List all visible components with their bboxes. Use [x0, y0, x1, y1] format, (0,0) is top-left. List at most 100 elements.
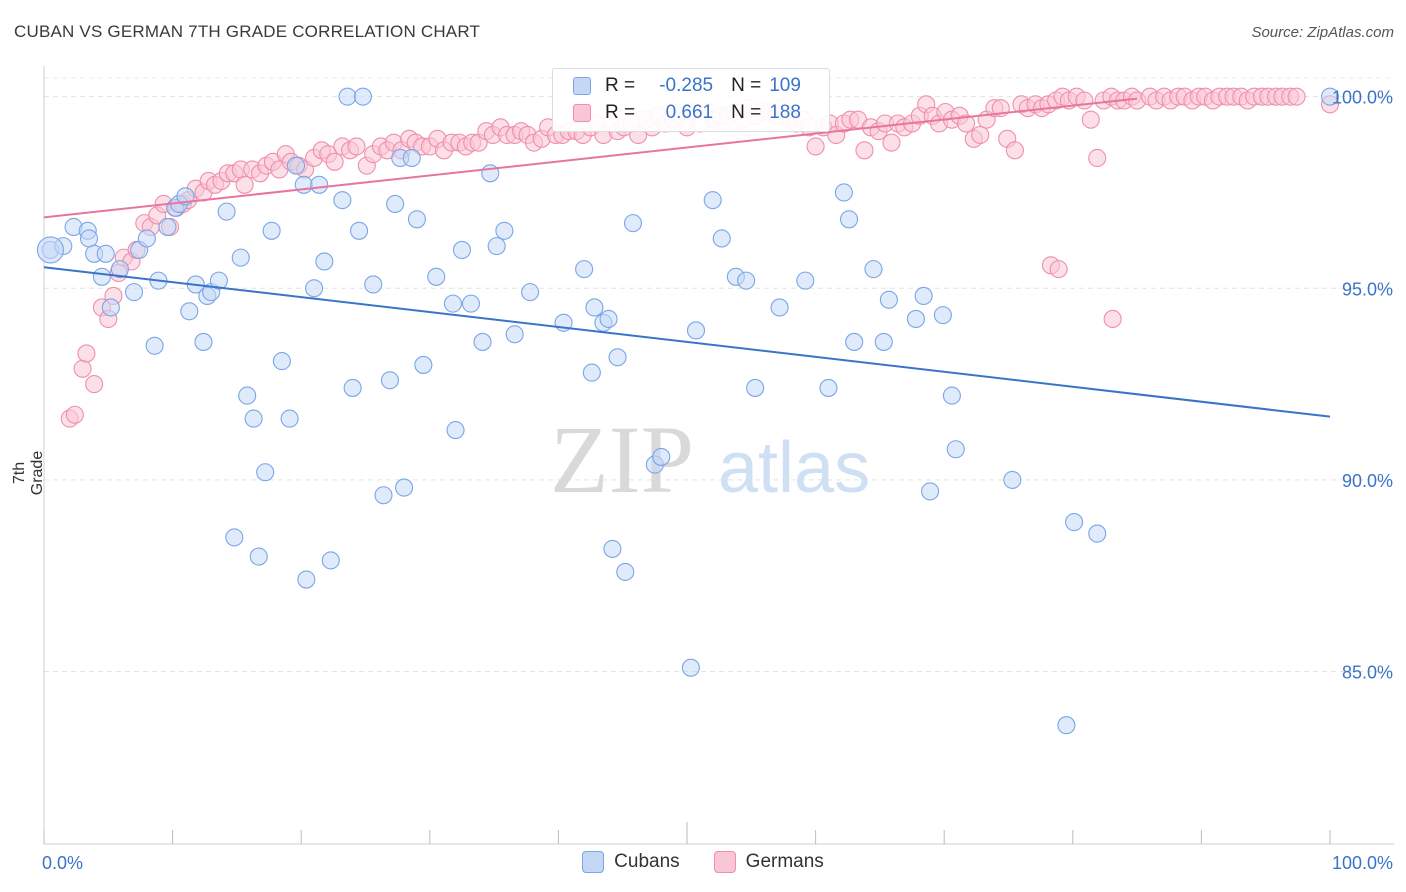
legend-swatch-cubans	[582, 851, 605, 873]
cubans-point	[623, 214, 643, 233]
cubans-point	[452, 240, 472, 260]
cubans-point	[350, 221, 369, 240]
germans-point	[1103, 309, 1122, 328]
n-label: N =	[731, 102, 762, 123]
cubans-point	[599, 309, 618, 328]
cubans-point	[473, 332, 492, 351]
cubans-point	[582, 363, 601, 382]
cubans-point	[101, 298, 120, 317]
cubans-point	[686, 321, 706, 340]
cubans-point	[244, 409, 263, 428]
cubans-point	[353, 87, 372, 106]
germans-point	[1088, 148, 1107, 168]
cubans-point	[231, 248, 250, 267]
germans-point	[1075, 91, 1094, 110]
legend-item-germans[interactable]: Germans	[713, 851, 824, 873]
stats-row-germans: R = 0.661 N = 188	[573, 100, 801, 126]
cubans-point	[575, 260, 594, 279]
legend-label-cubans: Cubans	[614, 851, 680, 872]
cubans-point	[374, 486, 393, 505]
cubans-point	[874, 332, 893, 351]
r-label: R =	[605, 102, 636, 123]
cubans-point	[96, 244, 115, 263]
cubans-point	[310, 175, 329, 194]
germans-point	[85, 375, 104, 394]
legend-swatch-germans	[713, 851, 736, 873]
cubans-point	[407, 210, 426, 229]
cubans-point	[495, 221, 514, 240]
cubans-point	[305, 279, 324, 298]
cubans-point	[137, 229, 156, 248]
cubans-point	[652, 447, 671, 466]
tick-labels: 85.0% 90.0% 95.0% 100.0% 0.0% 100.0%	[42, 88, 1393, 873]
germans-point	[77, 344, 96, 363]
y-axis-label: 7th Grade	[11, 450, 46, 496]
cubans-point	[845, 332, 864, 351]
cubans-point	[819, 378, 838, 397]
watermark-atlas: atlas	[718, 428, 870, 508]
cubans-point	[834, 183, 853, 202]
r-value: 0.661	[665, 102, 714, 123]
cubans-point	[427, 267, 446, 286]
germans-point	[235, 175, 254, 194]
germans-point	[806, 137, 825, 156]
n-label: N =	[731, 75, 762, 96]
cubans-point	[681, 658, 700, 677]
cubans-point	[521, 283, 540, 302]
cubans-point	[608, 348, 627, 367]
cubans-point	[933, 306, 952, 325]
axes	[43, 66, 1394, 845]
cubans-point	[443, 294, 462, 313]
cubans-point	[272, 352, 291, 371]
cubans-point	[280, 409, 299, 428]
cubans-point	[796, 271, 815, 290]
cubans-point	[315, 252, 334, 271]
n-value: 109	[769, 75, 801, 96]
cubans-point	[1003, 470, 1022, 489]
cubans-point	[1320, 87, 1340, 106]
cubans-point	[338, 87, 357, 106]
cubans-point	[321, 551, 340, 570]
cubans-point	[249, 547, 268, 566]
cubans-point	[616, 562, 635, 581]
y-tick-label: 100.0%	[1332, 88, 1393, 108]
germans-trend-line	[43, 97, 1138, 219]
cubans-point	[225, 528, 244, 547]
cubans-trend-line	[43, 266, 1331, 418]
cubans-point	[297, 570, 316, 589]
cubans-point	[864, 260, 883, 279]
cubans-point	[414, 355, 433, 374]
stats-row-cubans: R = -0.285 N = 109	[573, 73, 801, 99]
cubans-point	[446, 421, 465, 440]
r-label: R =	[605, 75, 636, 96]
germans-point	[882, 133, 901, 152]
cubans-point	[180, 302, 199, 321]
cubans-point	[461, 294, 481, 313]
germans-point	[1049, 260, 1068, 279]
cubans-point	[364, 275, 383, 294]
cubans-point	[158, 217, 177, 237]
cubans-point	[487, 237, 506, 256]
cubans-point	[110, 260, 129, 279]
cubans-point	[921, 482, 940, 501]
legend-item-cubans[interactable]: Cubans	[582, 851, 680, 873]
cubans-point	[505, 325, 524, 344]
cubans-point	[395, 478, 414, 497]
germans-point	[957, 114, 976, 133]
cubans-point	[703, 191, 722, 210]
x-tick-label: 100.0%	[1332, 853, 1393, 873]
germans-point	[971, 125, 990, 145]
cubans-point	[1057, 716, 1076, 735]
cubans-point	[124, 283, 144, 302]
cubans-point	[386, 194, 405, 214]
cubans-point	[333, 191, 352, 210]
cubans-point	[914, 286, 933, 306]
germans-point	[1081, 110, 1100, 129]
cubans-point	[879, 290, 898, 309]
chart-title: CUBAN VS GERMAN 7TH GRADE CORRELATION CH…	[14, 22, 481, 41]
n-value: 188	[769, 102, 801, 123]
legend-label-germans: Germans	[745, 851, 824, 872]
cubans-point	[343, 378, 362, 397]
cubans-point	[217, 202, 236, 221]
